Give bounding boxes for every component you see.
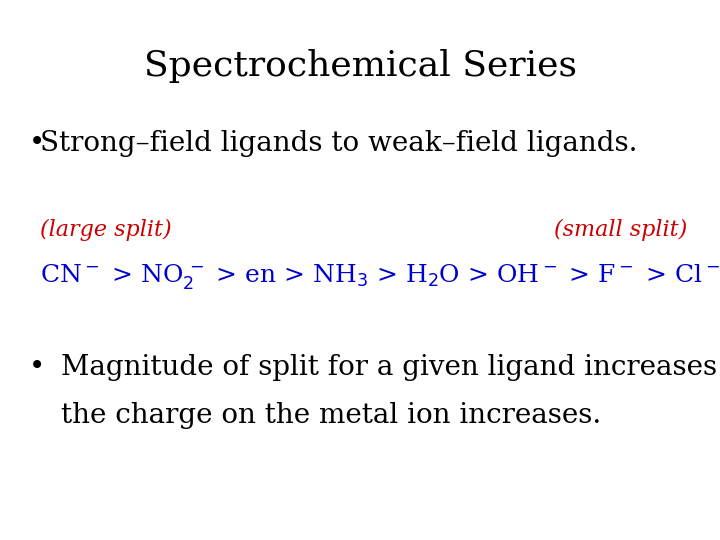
Text: •: • [29,354,45,381]
Text: Strong–field ligands to weak–field ligands.: Strong–field ligands to weak–field ligan… [40,130,637,157]
Text: •: • [29,130,45,157]
Text: (small split): (small split) [554,219,688,241]
Text: Magnitude of split for a given ligand increases as: Magnitude of split for a given ligand in… [61,354,720,381]
Text: (large split): (large split) [40,219,171,241]
Text: CN$^-$ > NO$_2^{\,-}$ > en > NH$_3$ > H$_2$O > OH$^-$ > F$^-$ > Cl$^-$ > Br$^-$ : CN$^-$ > NO$_2^{\,-}$ > en > NH$_3$ > H$… [40,262,720,291]
Text: Spectrochemical Series: Spectrochemical Series [143,49,577,83]
Text: the charge on the metal ion increases.: the charge on the metal ion increases. [61,402,601,429]
